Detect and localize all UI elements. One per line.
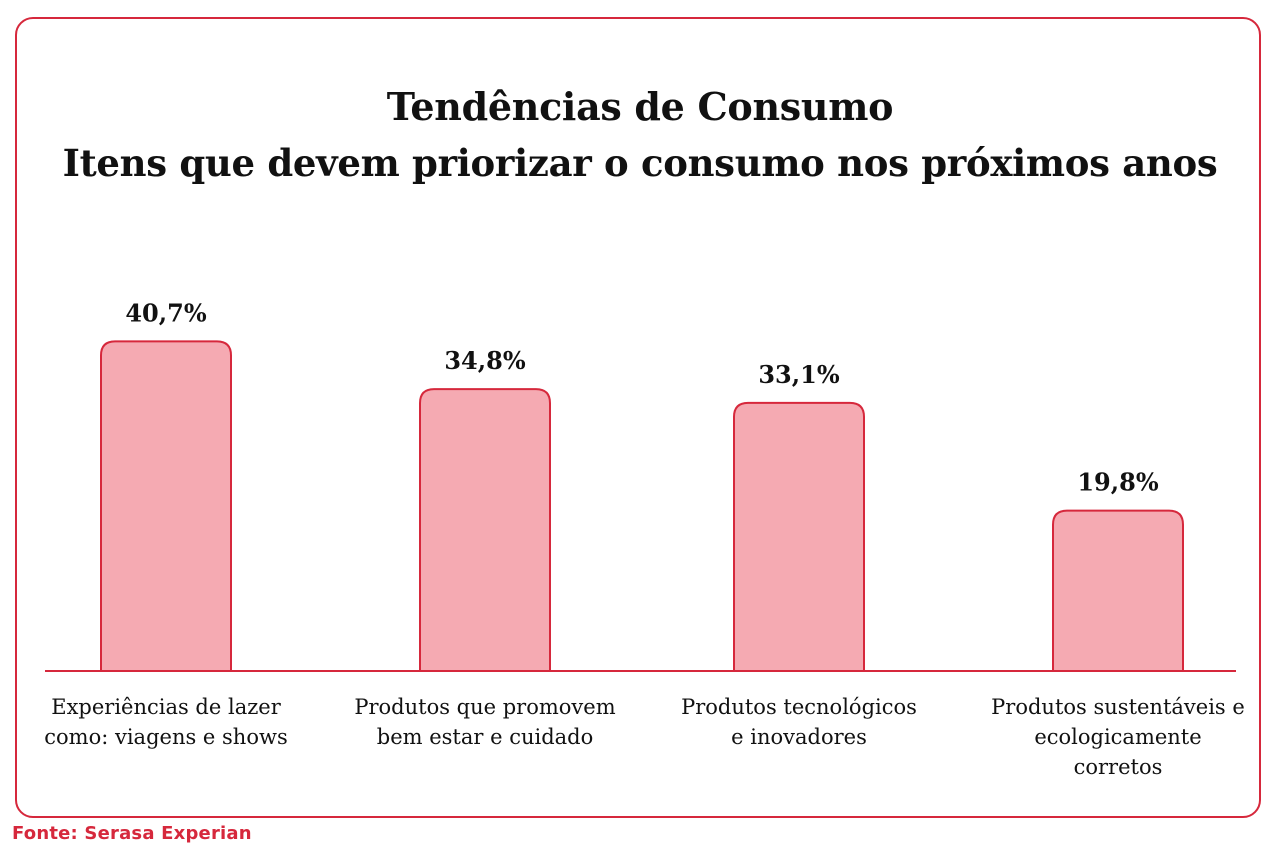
data-label: 34,8% (444, 346, 525, 375)
category-label: como: viagens e shows (44, 725, 287, 749)
chart-frame (15, 17, 1261, 818)
category-label: bem estar e cuidado (377, 725, 594, 749)
chart-subtitle: Itens que devem priorizar o consumo nos … (62, 141, 1218, 185)
data-label: 33,1% (758, 360, 839, 389)
bar (419, 388, 551, 671)
bar (100, 340, 232, 671)
data-label: 19,8% (1077, 468, 1158, 497)
category-label: Experiências de lazer (51, 695, 281, 719)
bar (733, 401, 865, 671)
category-label: Produtos sustentáveis e (991, 695, 1245, 719)
bar (1052, 509, 1184, 671)
chart-title: Tendências de Consumo (386, 84, 894, 129)
category-label: ecologicamente (1034, 725, 1201, 749)
category-label: e inovadores (731, 725, 867, 749)
source-note: Fonte: Serasa Experian (12, 823, 252, 844)
category-label: corretos (1074, 755, 1163, 779)
data-label: 40,7% (125, 298, 206, 327)
category-label: Produtos que promovem (354, 695, 615, 719)
category-label: Produtos tecnológicos (681, 695, 917, 719)
